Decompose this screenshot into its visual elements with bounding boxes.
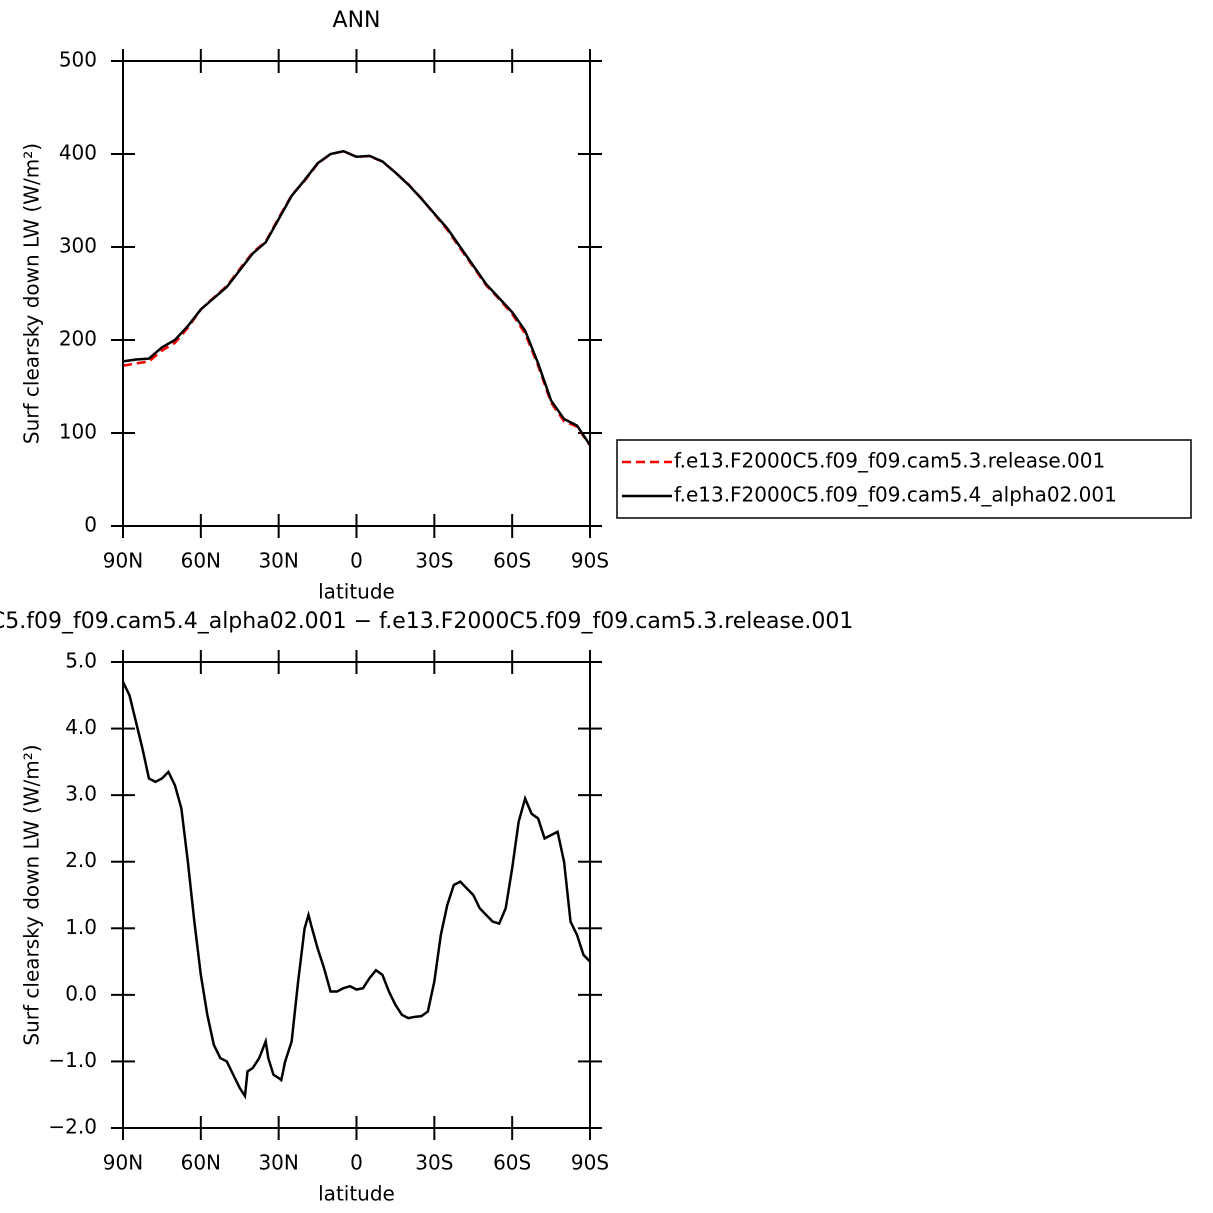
y-tick-label: 3.0 xyxy=(65,782,97,806)
x-tick-label: 0 xyxy=(350,549,363,573)
x-tick-label: 90N xyxy=(103,1151,143,1175)
x-tick-label: 90S xyxy=(571,1151,609,1175)
chart-title: f.e13.F2000C5.f09_f09.cam5.4_alpha02.001… xyxy=(0,609,853,634)
y-axis-label: Surf clearsky down LW (W/m²) xyxy=(20,143,44,444)
x-tick-label: 30N xyxy=(258,1151,298,1175)
y-tick-label: 5.0 xyxy=(65,649,97,673)
x-tick-label: 60N xyxy=(181,549,221,573)
plot-frame xyxy=(122,60,591,527)
x-tick-label: 90N xyxy=(103,549,143,573)
x-tick-label: 60N xyxy=(181,1151,221,1175)
y-tick-label: 200 xyxy=(59,327,97,351)
x-axis-label: latitude xyxy=(318,1182,395,1206)
plot-frame xyxy=(122,661,591,1129)
y-tick-label: 100 xyxy=(59,420,97,444)
legend-label: f.e13.F2000C5.f09_f09.cam5.3.release.001 xyxy=(674,449,1105,473)
y-tick-label: 2.0 xyxy=(65,848,97,872)
y-tick-label: 400 xyxy=(59,141,97,165)
x-tick-label: 30S xyxy=(415,1151,453,1175)
y-tick-label: 1.0 xyxy=(65,915,97,939)
x-tick-label: 60S xyxy=(493,549,531,573)
y-tick-label: 0 xyxy=(84,513,97,537)
y-tick-label: 500 xyxy=(59,48,97,72)
y-tick-label: 0.0 xyxy=(65,981,97,1005)
data-line xyxy=(122,149,592,447)
chart-title: ANN xyxy=(333,8,381,33)
data-line xyxy=(121,681,591,1100)
y-axis-label: Surf clearsky down LW (W/m²) xyxy=(20,744,44,1045)
y-tick-label: −2.0 xyxy=(48,1115,97,1139)
x-tick-label: 0 xyxy=(350,1151,363,1175)
y-tick-label: 300 xyxy=(59,234,97,258)
x-tick-label: 30N xyxy=(258,549,298,573)
legend-label: f.e13.F2000C5.f09_f09.cam5.4_alpha02.001 xyxy=(674,483,1117,507)
x-tick-label: 60S xyxy=(493,1151,531,1175)
x-axis-label: latitude xyxy=(318,580,395,604)
y-tick-label: −1.0 xyxy=(48,1048,97,1072)
data-line xyxy=(122,149,592,446)
legend-box xyxy=(616,439,1192,519)
y-tick-label: 4.0 xyxy=(65,715,97,739)
x-tick-label: 90S xyxy=(571,549,609,573)
x-tick-label: 30S xyxy=(415,549,453,573)
